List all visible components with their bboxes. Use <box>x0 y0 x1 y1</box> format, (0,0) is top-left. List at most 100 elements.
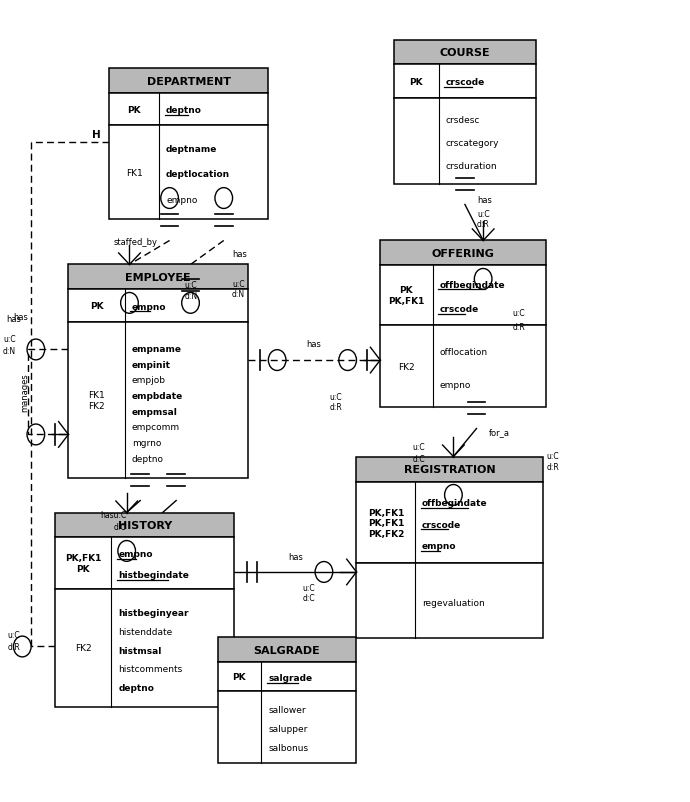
Bar <box>109 126 268 220</box>
Text: mgrno: mgrno <box>132 439 161 448</box>
Bar <box>380 326 546 407</box>
Text: offlocation: offlocation <box>440 348 487 357</box>
Text: d:R: d:R <box>8 642 21 651</box>
Text: has: has <box>232 250 247 259</box>
Text: histbegindate: histbegindate <box>118 570 189 579</box>
Text: has: has <box>7 315 21 324</box>
Text: histbeginyear: histbeginyear <box>118 608 188 618</box>
Bar <box>380 241 546 265</box>
Text: empno: empno <box>422 542 457 551</box>
Text: empno: empno <box>166 196 197 205</box>
Text: u:C
d:R: u:C d:R <box>546 452 559 471</box>
Text: crscode: crscode <box>422 520 461 529</box>
Text: SALGRADE: SALGRADE <box>254 645 320 654</box>
Text: salupper: salupper <box>268 724 308 733</box>
Text: u:C
d:C: u:C d:C <box>302 583 315 602</box>
Text: PK,FK1
PK,FK1
PK,FK2: PK,FK1 PK,FK1 PK,FK2 <box>368 508 404 538</box>
Text: d:C: d:C <box>114 523 127 532</box>
Text: crscode: crscode <box>440 305 479 314</box>
Text: u:C: u:C <box>413 442 425 451</box>
Text: empno: empno <box>132 302 166 311</box>
Text: staffed_by: staffed_by <box>114 238 158 247</box>
Bar <box>55 537 235 589</box>
Text: d:R: d:R <box>513 322 525 331</box>
Text: u:C
d:R: u:C d:R <box>329 393 342 412</box>
Text: salbonus: salbonus <box>268 743 308 752</box>
Text: sallower: sallower <box>268 705 306 714</box>
Text: empinit: empinit <box>132 360 170 369</box>
Text: deptlocation: deptlocation <box>166 170 230 179</box>
Text: FK1: FK1 <box>126 168 143 177</box>
Bar <box>394 42 536 65</box>
Text: regevaluation: regevaluation <box>422 598 484 607</box>
Text: crsdesc: crsdesc <box>445 116 480 125</box>
Text: histcomments: histcomments <box>118 665 182 674</box>
Text: crscategory: crscategory <box>445 139 499 148</box>
Text: FK2: FK2 <box>75 643 92 653</box>
Text: PK: PK <box>233 673 246 682</box>
Bar <box>68 322 248 479</box>
Bar <box>380 265 546 326</box>
Bar <box>357 483 543 564</box>
Text: PK,FK1
PK: PK,FK1 PK <box>65 554 101 573</box>
Text: hasu:C: hasu:C <box>101 510 127 519</box>
Text: has: has <box>306 339 322 348</box>
Text: u:C: u:C <box>3 335 15 344</box>
Text: PK
PK,FK1: PK PK,FK1 <box>388 286 424 306</box>
Text: d:N: d:N <box>2 347 15 356</box>
Text: manages: manages <box>20 373 29 411</box>
Bar <box>217 637 357 662</box>
Text: u:C
d:N: u:C d:N <box>184 282 197 301</box>
Bar <box>68 290 248 322</box>
Bar <box>394 65 536 99</box>
Text: salgrade: salgrade <box>268 673 312 682</box>
Text: empno: empno <box>440 380 471 389</box>
Text: empname: empname <box>132 345 181 354</box>
Text: deptno: deptno <box>166 106 202 115</box>
Bar <box>217 691 357 764</box>
Text: DEPARTMENT: DEPARTMENT <box>147 77 230 87</box>
Text: HISTORY: HISTORY <box>117 520 172 530</box>
Text: u:C: u:C <box>8 630 21 639</box>
Text: deptname: deptname <box>166 145 217 154</box>
Text: for_a: for_a <box>489 428 510 437</box>
Text: COURSE: COURSE <box>440 48 490 59</box>
Text: offbegindate: offbegindate <box>440 281 505 290</box>
Text: offbegindate: offbegindate <box>422 499 488 508</box>
Text: crsduration: crsduration <box>445 162 497 171</box>
Bar <box>55 589 235 707</box>
Text: REGISTRATION: REGISTRATION <box>404 464 495 475</box>
Bar <box>55 513 235 537</box>
Bar <box>357 564 543 638</box>
Text: u:C
d:R: u:C d:R <box>477 210 490 229</box>
Text: crscode: crscode <box>445 78 484 87</box>
Text: u:C
d:N: u:C d:N <box>232 280 245 299</box>
Bar <box>394 99 536 185</box>
Bar <box>217 662 357 691</box>
Text: deptno: deptno <box>118 683 154 692</box>
Text: FK1
FK2: FK1 FK2 <box>88 391 105 411</box>
Bar <box>357 457 543 483</box>
Text: empno: empno <box>118 549 152 559</box>
Text: histenddate: histenddate <box>118 627 172 636</box>
Text: u:C: u:C <box>513 309 525 318</box>
Text: has: has <box>477 196 492 205</box>
Text: empmsal: empmsal <box>132 407 177 416</box>
Text: H: H <box>92 130 101 140</box>
Bar <box>109 69 268 95</box>
Text: PK: PK <box>409 78 423 87</box>
Text: empjob: empjob <box>132 376 166 385</box>
Text: has: has <box>13 313 28 322</box>
Bar <box>68 265 248 290</box>
Text: PK: PK <box>128 106 141 115</box>
Text: EMPLOYEE: EMPLOYEE <box>126 273 191 282</box>
Text: PK: PK <box>90 302 104 310</box>
Bar <box>109 95 268 126</box>
Text: OFFERING: OFFERING <box>432 249 495 258</box>
Text: has: has <box>288 553 303 561</box>
Text: d:C: d:C <box>413 454 425 463</box>
Text: deptno: deptno <box>132 454 164 463</box>
Text: histmsal: histmsal <box>118 646 161 655</box>
Text: empcomm: empcomm <box>132 423 180 431</box>
Text: FK2: FK2 <box>398 363 415 371</box>
